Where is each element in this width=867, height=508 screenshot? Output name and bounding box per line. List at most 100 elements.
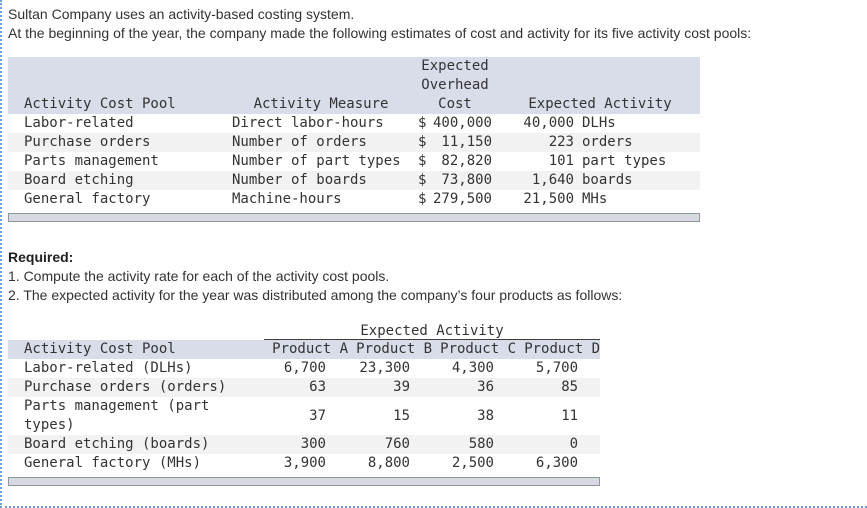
header-product-d: Product D <box>524 341 601 357</box>
horizontal-scrollbar[interactable] <box>8 477 600 486</box>
cell-pool: Board etching (boards) <box>24 436 210 452</box>
cell-cost: $73,800 <box>410 171 500 190</box>
cell-product-a: 63 <box>309 379 326 395</box>
activity-unit: boards <box>582 172 633 188</box>
cell-pool: Parts management (part types) <box>24 398 210 433</box>
cell-pool: Purchase orders <box>24 134 151 150</box>
cell-pool: Parts management <box>24 153 159 169</box>
cell-activity: 21,500 MHs <box>500 190 700 209</box>
intro-line-1: Sultan Company uses an activity-based co… <box>8 6 355 22</box>
cell-activity: 101 part types <box>500 152 700 171</box>
activity-qty: 101 <box>548 153 574 169</box>
header-expected-activity: Expected Activity <box>528 96 672 112</box>
cell-product-c: 580 <box>468 436 494 452</box>
cell-product-a: 6,700 <box>283 360 326 376</box>
required-item-1: 1. Compute the activity rate for each of… <box>8 268 390 284</box>
cell-cost: $279,500 <box>410 190 500 209</box>
required-item-2: 2. The expected activity for the year wa… <box>8 287 623 303</box>
cell-pool: Board etching <box>24 172 134 188</box>
distribution-table: Expected Activity Activity Cost Pool Pro… <box>8 323 601 473</box>
cell-product-d: 0 <box>569 436 579 452</box>
cell-product-d: 11 <box>561 407 579 424</box>
estimates-header-row: Activity Cost Pool Activity Measure Expe… <box>8 57 700 114</box>
activity-qty: 1,640 <box>531 172 574 188</box>
activity-unit: part types <box>582 153 667 169</box>
activity-qty: 223 <box>548 134 574 150</box>
cell-product-c: 2,500 <box>451 455 494 471</box>
header-product-a: Product A <box>272 341 348 357</box>
cell-measure: Direct labor-hours <box>232 115 384 131</box>
cell-measure: Machine-hours <box>232 191 342 207</box>
cell-pool: Purchase orders (orders) <box>24 379 227 395</box>
cell-measure: Number of part types <box>232 153 401 169</box>
cell-activity: 40,000 DLHs <box>500 114 700 133</box>
cell-product-b: 23,300 <box>359 360 410 376</box>
currency-symbol: $ <box>418 172 427 188</box>
header-product-c: Product C <box>440 341 516 357</box>
cell-measure: Number of orders <box>232 134 367 150</box>
cell-measure: Number of boards <box>232 172 367 188</box>
cell-cost: $82,820 <box>410 152 500 171</box>
cell-product-c: 36 <box>477 379 494 395</box>
spacer-cell <box>8 323 264 340</box>
cell-product-c: 38 <box>477 407 494 424</box>
horizontal-scrollbar[interactable] <box>8 213 700 222</box>
intro-line-2: At the beginning of the year, the compan… <box>8 25 752 41</box>
header-product-b: Product B <box>356 341 432 357</box>
table-row: Labor-related (DLHs) 6,700 23,300 4,300 … <box>8 359 600 378</box>
activity-unit: orders <box>582 134 633 150</box>
header-cost-line-1: Expected <box>421 58 489 74</box>
table-row: General factory Machine-hours $279,500 2… <box>8 190 700 209</box>
cell-product-d: 5,700 <box>535 360 579 376</box>
table-row: Parts management (part types) 37 15 38 1… <box>8 397 600 435</box>
cell-product-d: 85 <box>561 379 579 395</box>
cost-amount: 279,500 <box>432 191 492 207</box>
cell-cost: $11,150 <box>410 133 500 152</box>
header-activity-cost-pool: Activity Cost Pool <box>24 96 176 112</box>
activity-qty: 40,000 <box>523 115 574 131</box>
estimates-table-container: Activity Cost Pool Activity Measure Expe… <box>8 57 700 222</box>
intro-text: Sultan Company uses an activity-based co… <box>8 5 867 43</box>
distribution-header-row: Activity Cost Pool Product A Product B P… <box>8 339 601 359</box>
cell-pool: Labor-related <box>24 115 134 131</box>
activity-unit: MHs <box>582 191 608 207</box>
cell-product-a: 3,900 <box>283 455 326 471</box>
cell-product-b: 39 <box>393 379 410 395</box>
header-expected-overhead-cost: Expected Overhead Cost <box>410 57 500 114</box>
cell-pool: Labor-related (DLHs) <box>24 360 193 376</box>
currency-symbol: $ <box>418 134 427 150</box>
cost-amount: 400,000 <box>432 115 492 131</box>
header-cost-line-3: Cost <box>438 96 472 112</box>
cost-amount: 11,150 <box>441 134 492 150</box>
required-label: Required: <box>8 249 74 265</box>
estimates-table: Activity Cost Pool Activity Measure Expe… <box>8 57 700 209</box>
header-cost-line-2: Overhead <box>421 77 489 93</box>
table-row: Labor-related Direct labor-hours $400,00… <box>8 114 700 133</box>
table-row: Purchase orders Number of orders $11,150… <box>8 133 700 152</box>
group-header-expected-activity: Expected Activity <box>264 323 601 340</box>
header-activity-cost-pool: Activity Cost Pool <box>24 340 176 357</box>
cell-cost: $400,000 <box>410 114 500 133</box>
cell-pool: General factory <box>24 191 151 207</box>
distribution-group-header-row: Expected Activity <box>8 323 601 340</box>
table-row: Parts management Number of part types $8… <box>8 152 700 171</box>
table-row: Board etching (boards) 300 760 580 0 <box>8 435 601 454</box>
currency-symbol: $ <box>418 115 427 131</box>
cell-pool: General factory (MHs) <box>24 455 202 471</box>
cost-amount: 82,820 <box>441 153 492 169</box>
currency-symbol: $ <box>418 153 427 169</box>
header-activity-measure: Activity Measure <box>253 96 389 112</box>
cell-product-a: 37 <box>309 407 326 424</box>
cell-product-d: 6,300 <box>535 455 579 471</box>
cell-product-b: 15 <box>393 407 410 424</box>
table-row: Board etching Number of boards $73,800 1… <box>8 171 700 190</box>
activity-qty: 21,500 <box>523 191 574 207</box>
cell-product-c: 4,300 <box>451 360 494 376</box>
required-section: Required: 1. Compute the activity rate f… <box>8 248 867 305</box>
cell-activity: 223 orders <box>500 133 700 152</box>
cell-product-b: 8,800 <box>367 455 410 471</box>
distribution-table-container: Expected Activity Activity Cost Pool Pro… <box>8 323 601 486</box>
cell-product-b: 760 <box>384 436 410 452</box>
currency-symbol: $ <box>418 191 427 207</box>
